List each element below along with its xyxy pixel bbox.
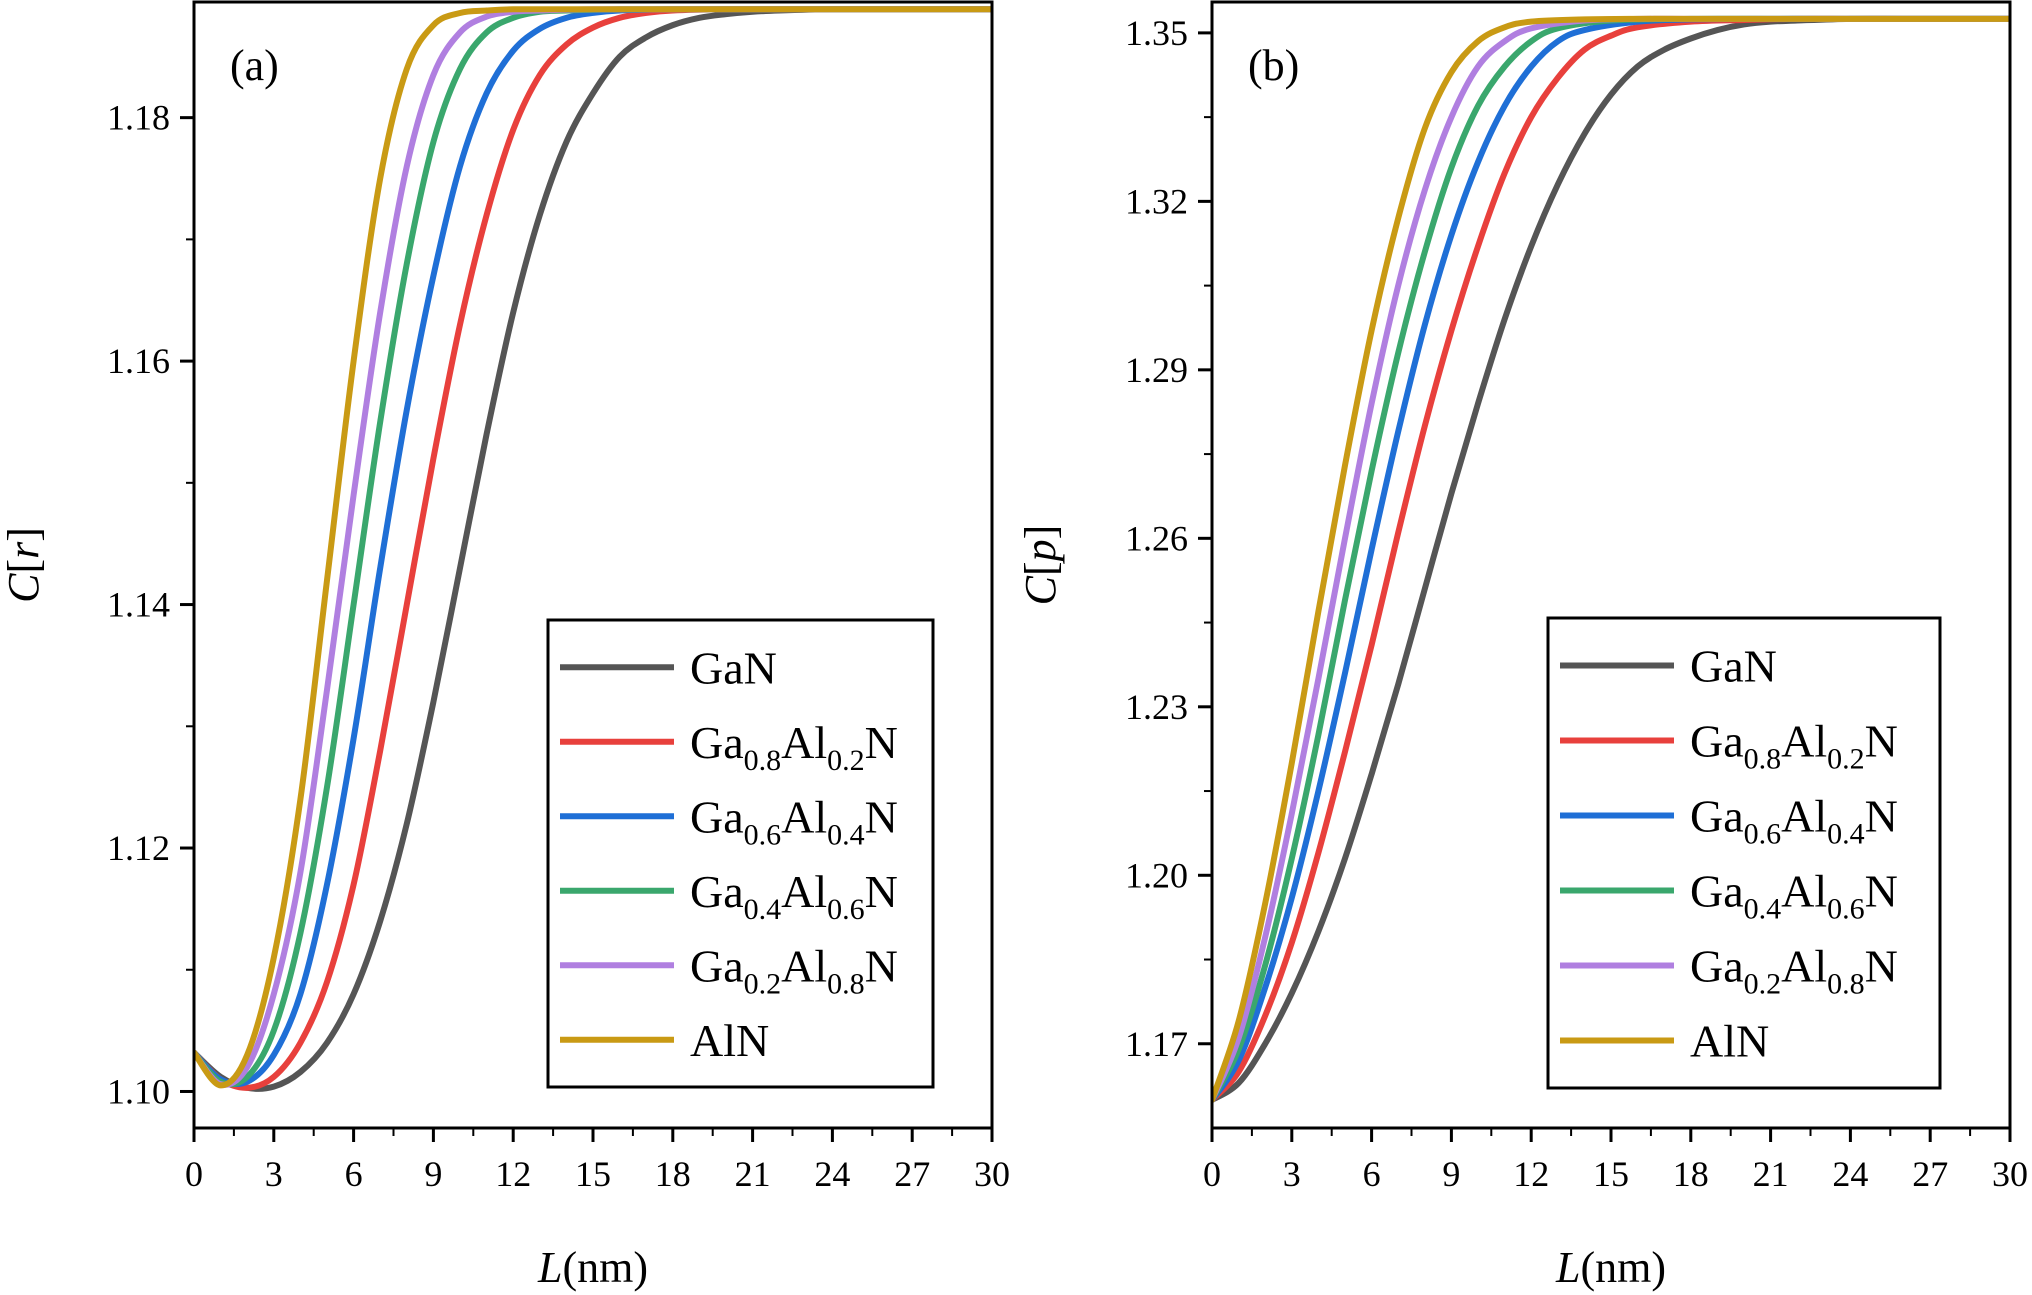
legend-label: Ga0.4Al0.6N (690, 866, 898, 926)
y-tick-label: 1.12 (107, 828, 170, 868)
series-line-AlN (194, 6, 992, 1089)
x-tick-label: 3 (265, 1154, 283, 1194)
legend-label: Ga0.6Al0.4N (1690, 791, 1898, 851)
y-axis-title: C[p] (1016, 525, 1065, 606)
y-axis-title: C[r] (0, 527, 48, 603)
x-tick-label: 15 (575, 1154, 611, 1194)
legend-box (1546, 616, 1942, 1090)
legend-label: AlN (690, 1015, 769, 1066)
legend-label: AlN (1690, 1016, 1769, 1067)
legend: GaN Ga0.8Al0.2N Ga0.6Al0.4N Ga0.4Al0.6N Ga0.… (1546, 616, 1942, 1090)
y-tick-label: 1.26 (1125, 518, 1188, 558)
panel-label: (b) (1248, 41, 1299, 90)
y-tick-label: 1.14 (107, 585, 170, 625)
x-tick-label: 21 (735, 1154, 771, 1194)
legend-label: Ga0.2Al0.8N (1690, 941, 1898, 1001)
series-lines (194, 6, 992, 1092)
x-tick-label: 24 (1832, 1154, 1868, 1194)
legend-label: GaN (690, 642, 777, 693)
legend-label: Ga0.6Al0.4N (690, 791, 898, 851)
panel-label: (a) (230, 41, 279, 90)
x-tick-label: 6 (1363, 1154, 1381, 1194)
x-tick-label: 18 (655, 1154, 691, 1194)
x-tick-label: 9 (424, 1154, 442, 1194)
x-tick-label: 24 (814, 1154, 850, 1194)
y-tick-label: 1.17 (1125, 1024, 1188, 1064)
legend-label: Ga0.2Al0.8N (690, 940, 898, 1000)
series-lines (1212, 15, 2010, 1103)
x-tick-label: 3 (1283, 1154, 1301, 1194)
y-tick-label: 1.23 (1125, 687, 1188, 727)
legend: GaN Ga0.8Al0.2N Ga0.6Al0.4N Ga0.4Al0.6N Ga0.… (546, 618, 935, 1089)
legend-label: Ga0.4Al0.6N (1690, 866, 1898, 926)
x-tick-label: 0 (1203, 1154, 1221, 1194)
legend-label: GaN (1690, 641, 1777, 692)
legend-label: Ga0.8Al0.2N (690, 717, 898, 777)
y-tick-label: 1.10 (107, 1071, 170, 1111)
x-tick-label: 6 (345, 1154, 363, 1194)
x-axis-title: L(nm) (537, 1243, 648, 1292)
y-tick-label: 1.16 (107, 341, 170, 381)
panel-a: 0 3 6 9 12 15 18 21 24 27 30 1.10 1.12 1.14 1.16 1.18 L(… (0, 0, 1010, 1292)
x-tick-label: 27 (1912, 1154, 1948, 1194)
panel-b: 0 3 6 9 12 15 18 21 24 27 30 1.17 1.20 1.23 1.26 1.29 1.… (1016, 0, 2028, 1292)
y-tick-label: 1.20 (1125, 855, 1188, 895)
y-tick-label: 1.35 (1125, 13, 1188, 53)
legend-box (546, 618, 935, 1089)
x-tick-label: 9 (1442, 1154, 1460, 1194)
x-tick-label: 21 (1753, 1154, 1789, 1194)
series-line-AlN (1212, 15, 2010, 1103)
x-tick-label: 27 (894, 1154, 930, 1194)
x-tick-label: 30 (974, 1154, 1010, 1194)
x-tick-label: 30 (1992, 1154, 2028, 1194)
y-tick-label: 1.29 (1125, 350, 1188, 390)
legend-label: Ga0.8Al0.2N (1690, 716, 1898, 776)
y-tick-label: 1.18 (107, 98, 170, 138)
x-tick-label: 12 (1513, 1154, 1549, 1194)
x-tick-label: 18 (1673, 1154, 1709, 1194)
x-tick-label: 0 (185, 1154, 203, 1194)
y-tick-label: 1.32 (1125, 181, 1188, 221)
x-tick-label: 15 (1593, 1154, 1629, 1194)
x-axis-title: L(nm) (1555, 1243, 1666, 1292)
x-tick-label: 12 (495, 1154, 531, 1194)
